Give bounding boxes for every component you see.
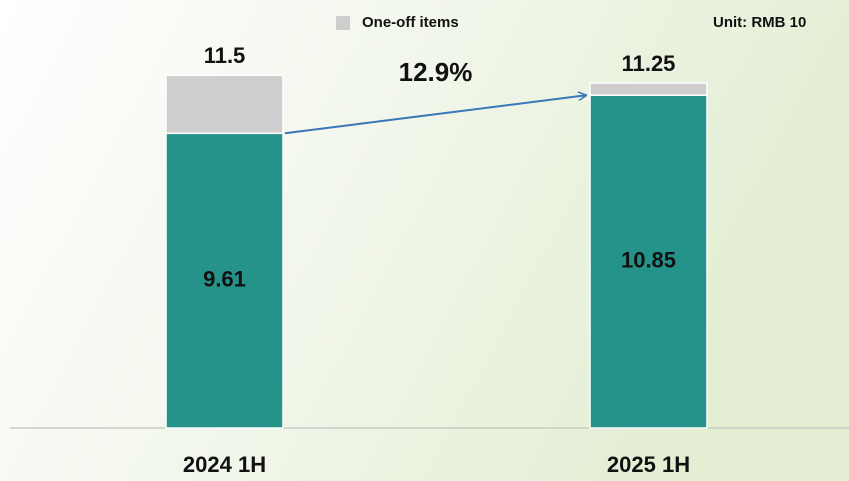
bar-segment [589,82,708,97]
bar-segment [165,132,284,429]
x-tick-label: 2025 1H [607,452,690,477]
value-label: 10.85 [621,247,676,272]
bar-segment [589,94,708,429]
total-label: 11.5 [204,43,246,68]
growth-annotation: 12.9% [399,57,473,87]
total-label: 11.25 [622,51,676,76]
value-label: 9.61 [203,266,246,291]
legend-swatch [336,16,350,30]
growth-arrow [284,95,586,135]
unit-label: Unit: RMB 10 [713,14,806,31]
legend-label: One-off items [362,14,459,31]
x-tick-label: 2024 1H [183,452,266,477]
bar-segment [165,74,284,135]
